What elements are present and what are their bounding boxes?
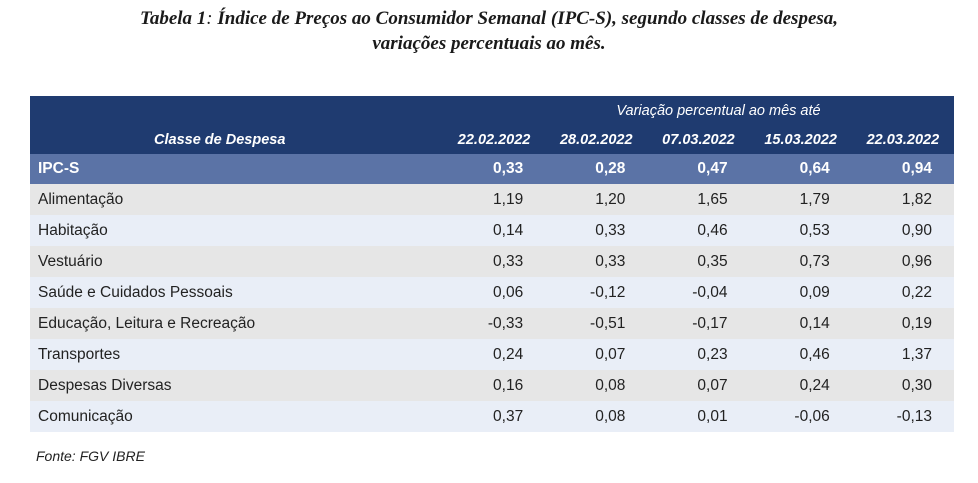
ipc-s-table: Variação percentual ao mês até Classe de… bbox=[30, 96, 954, 432]
date-header: 15.03.2022 bbox=[749, 125, 852, 154]
row-value: 0,53 bbox=[749, 215, 852, 246]
row-label: Vestuário bbox=[30, 246, 443, 277]
row-value: 0,07 bbox=[545, 339, 648, 370]
row-value: 1,65 bbox=[647, 184, 750, 215]
row-value: 1,20 bbox=[545, 184, 648, 215]
row-value: 0,16 bbox=[443, 370, 546, 401]
row-value: 0,08 bbox=[545, 401, 648, 432]
row-value: 0,09 bbox=[749, 277, 852, 308]
title-separator: : bbox=[206, 8, 213, 29]
row-value: -0,33 bbox=[443, 308, 546, 339]
table-row-ipc-s: IPC-S 0,33 0,28 0,47 0,64 0,94 bbox=[30, 154, 954, 184]
table-row: Transportes 0,24 0,07 0,23 0,46 1,37 bbox=[30, 339, 954, 370]
header-row-group: Variação percentual ao mês até bbox=[30, 96, 954, 125]
table-title-line-2: variações percentuais ao mês. bbox=[372, 33, 606, 54]
table-row: Educação, Leitura e Recreação -0,33 -0,51-… bbox=[30, 308, 954, 339]
row-value: 1,82 bbox=[851, 184, 954, 215]
row-value: 0,28 bbox=[545, 154, 648, 184]
row-value: 0,30 bbox=[851, 370, 954, 401]
row-value: 0,64 bbox=[749, 154, 852, 184]
header-empty-cell bbox=[30, 96, 443, 125]
row-value: 1,37 bbox=[851, 339, 954, 370]
row-value: 0,07 bbox=[647, 370, 750, 401]
table-title: Tabela 1: Índice de Preços ao Consumidor… bbox=[0, 6, 978, 56]
row-value: 0,33 bbox=[545, 246, 648, 277]
table-row: Comunicação 0,37 0,08 0,01 -0,06 -0,13 bbox=[30, 401, 954, 432]
row-value: 0,06 bbox=[443, 277, 546, 308]
source-note: Fonte: FGV IBRE bbox=[36, 448, 145, 464]
table-row: Saúde e Cuidados Pessoais 0,06 -0,12 -0,04 0… bbox=[30, 277, 954, 308]
row-value: 0,73 bbox=[749, 246, 852, 277]
row-value: -0,12 bbox=[545, 277, 648, 308]
row-value: 0,24 bbox=[443, 339, 546, 370]
row-value: -0,06 bbox=[749, 401, 852, 432]
row-value: 0,08 bbox=[545, 370, 648, 401]
row-value: -0,17 bbox=[647, 308, 750, 339]
row-value: 0,22 bbox=[851, 277, 954, 308]
row-value: 0,19 bbox=[851, 308, 954, 339]
date-header: 07.03.2022 bbox=[647, 125, 750, 154]
row-label: Habitação bbox=[30, 215, 443, 246]
row-value: 0,33 bbox=[443, 246, 546, 277]
row-value: 0,14 bbox=[749, 308, 852, 339]
date-header: 28.02.2022 bbox=[545, 125, 648, 154]
row-value: 0,96 bbox=[851, 246, 954, 277]
table-title-line-1: Tabela 1: Índice de Preços ao Consumidor… bbox=[0, 6, 978, 31]
row-label: IPC-S bbox=[30, 154, 443, 184]
row-value: -0,04 bbox=[647, 277, 750, 308]
row-value: 0,94 bbox=[851, 154, 954, 184]
table-number: Tabela 1 bbox=[139, 8, 207, 29]
row-value: -0,13 bbox=[851, 401, 954, 432]
row-value: 0,33 bbox=[443, 154, 546, 184]
row-label: Comunicação bbox=[30, 401, 443, 432]
row-value: 0,46 bbox=[749, 339, 852, 370]
row-value: 0,35 bbox=[647, 246, 750, 277]
row-label: Saúde e Cuidados Pessoais bbox=[30, 277, 443, 308]
row-label: Alimentação bbox=[30, 184, 443, 215]
row-value: 0,23 bbox=[647, 339, 750, 370]
row-value: 1,79 bbox=[749, 184, 852, 215]
row-label: Transportes bbox=[30, 339, 443, 370]
class-header: Classe de Despesa bbox=[30, 125, 443, 154]
row-value: 0,47 bbox=[647, 154, 750, 184]
row-label: Educação, Leitura e Recreação bbox=[30, 308, 443, 339]
row-value: -0,51 bbox=[545, 308, 648, 339]
table-row: Habitação 0,14 0,33 0,46 0,53 0,90 bbox=[30, 215, 954, 246]
table-row: Alimentação 1,19 1,20 1,65 1,79 1,82 bbox=[30, 184, 954, 215]
title-line-1-text: Índice de Preços ao Consumidor Semanal (… bbox=[212, 8, 839, 29]
row-value: 1,19 bbox=[443, 184, 546, 215]
row-label: Despesas Diversas bbox=[30, 370, 443, 401]
date-header: 22.02.2022 bbox=[443, 125, 546, 154]
row-value: 0,14 bbox=[443, 215, 546, 246]
row-value: 0,90 bbox=[851, 215, 954, 246]
data-table-container: Variação percentual ao mês até Classe de… bbox=[30, 96, 954, 432]
table-row: Vestuário 0,33 0,33 0,35 0,73 0,96 bbox=[30, 246, 954, 277]
table-body: IPC-S 0,33 0,28 0,47 0,64 0,94 Alimentação 1,19… bbox=[30, 154, 954, 432]
row-value: 0,24 bbox=[749, 370, 852, 401]
table-row: Despesas Diversas 0,16 0,08 0,07 0,24 0,30 bbox=[30, 370, 954, 401]
date-header: 22.03.2022 bbox=[851, 125, 954, 154]
row-value: 0,46 bbox=[647, 215, 750, 246]
row-value: 0,37 bbox=[443, 401, 546, 432]
row-value: 0,33 bbox=[545, 215, 648, 246]
group-header: Variação percentual ao mês até bbox=[443, 96, 954, 125]
row-value: 0,01 bbox=[647, 401, 750, 432]
header-row-columns: Classe de Despesa 22.02.2022 28.02.2022 … bbox=[30, 125, 954, 154]
